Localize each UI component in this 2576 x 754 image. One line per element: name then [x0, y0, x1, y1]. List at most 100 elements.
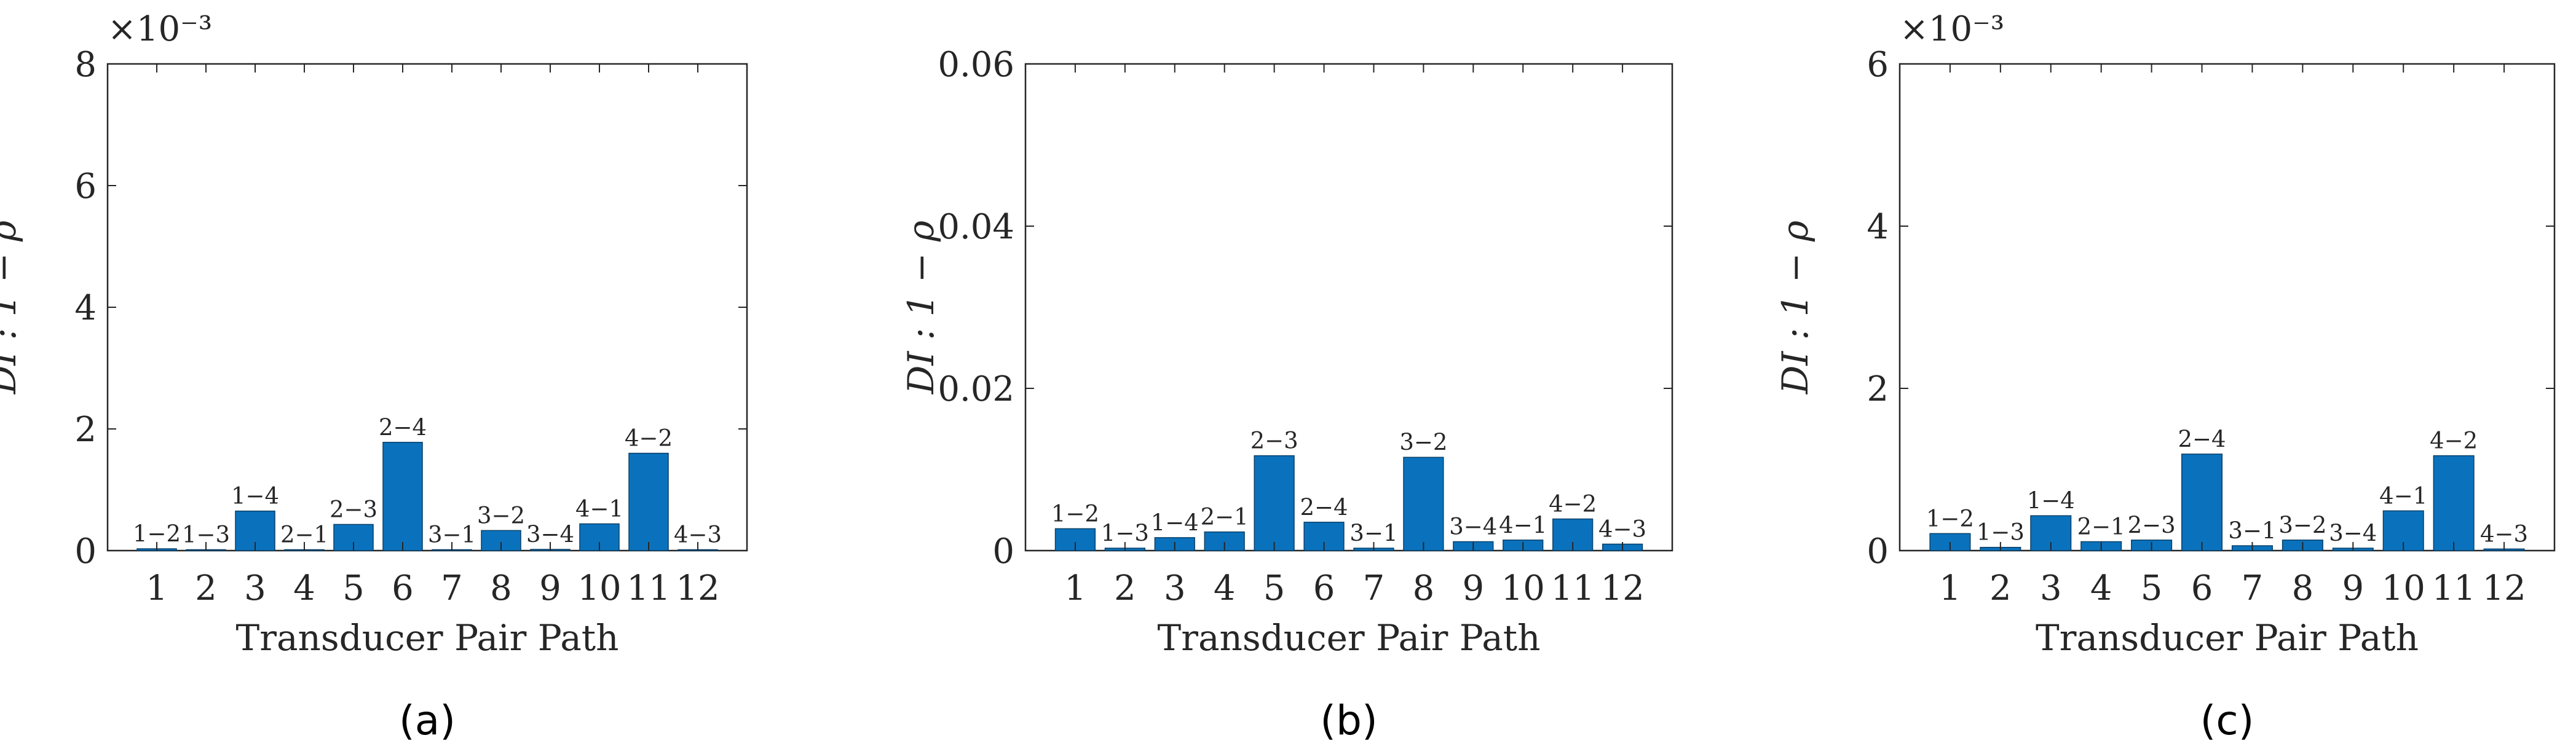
- x-axis-label: Transducer Pair Path: [2036, 617, 2419, 659]
- x-tick-label: 8: [2292, 568, 2314, 608]
- x-tick-label: 10: [2382, 568, 2425, 608]
- x-tick-label: 7: [1363, 568, 1385, 608]
- bar-label: 2−3: [330, 496, 377, 522]
- x-tick-label: 6: [1313, 568, 1335, 608]
- bar-label: 1−4: [1151, 509, 1199, 536]
- bar: [628, 452, 669, 551]
- y-tick-label: 0.06: [938, 45, 1014, 85]
- bar: [2181, 454, 2223, 551]
- y-tick-label: 6: [1867, 45, 1889, 85]
- bar-label: 3−1: [1349, 520, 1397, 546]
- x-axis-label: Transducer Pair Path: [1158, 617, 1541, 659]
- x-tick-label: 2: [1989, 568, 2012, 608]
- y-tick-label: 8: [74, 45, 97, 85]
- y-axis-label: DI : 1 − ρ: [0, 221, 24, 395]
- chart-panel-1: 1−211−321−432−142−352−463−173−283−494−11…: [0, 9, 748, 744]
- axes-box: [1898, 63, 2556, 552]
- x-tick-label: 12: [2482, 568, 2526, 608]
- x-tick-label: 4: [1214, 568, 1236, 608]
- x-tick-label: 10: [577, 568, 621, 608]
- x-tick-label: 11: [626, 568, 670, 608]
- x-tick-label: 1: [1064, 568, 1086, 608]
- x-axis-label: Transducer Pair Path: [236, 617, 619, 659]
- x-tick-label: 10: [1501, 568, 1545, 608]
- bar-label: 3−1: [2228, 517, 2276, 544]
- x-tick-label: 6: [392, 568, 414, 608]
- bar-label: 1−2: [1926, 505, 1974, 532]
- x-tick-label: 9: [1462, 568, 1484, 608]
- x-tick-label: 2: [1114, 568, 1136, 608]
- bar-label: 4−3: [1598, 516, 1646, 542]
- axes-box: [1024, 63, 1673, 552]
- bar-label: 4−2: [625, 425, 673, 452]
- bar-label: 1−4: [2027, 487, 2075, 514]
- bar-label: 2−1: [1201, 504, 1249, 530]
- y-axis-label: DI : 1 − ρ: [1774, 221, 1816, 395]
- y-tick-label: 0: [74, 532, 97, 571]
- bar-label: 3−2: [1399, 429, 1447, 455]
- x-tick-label: 12: [676, 568, 719, 608]
- y-tick-label: 4: [1867, 207, 1889, 247]
- panel-label: (c): [2200, 697, 2254, 744]
- x-tick-label: 5: [1263, 568, 1286, 608]
- bar-label: 4−2: [1549, 491, 1597, 517]
- x-tick-label: 7: [2242, 568, 2264, 608]
- x-tick-label: 3: [2040, 568, 2062, 608]
- bar: [1254, 455, 1295, 551]
- chart-panel-3: 1−2 1 1−3 2 1−4 3 2−1 4 2−3 5 2−4 6 3−1 7 3−2 8 3−4 9 4−1 1…: [1774, 9, 2556, 744]
- bar-label: 2−4: [2178, 426, 2226, 452]
- y-tick-label: 2: [1867, 369, 1889, 409]
- bar-label: 4−1: [575, 495, 623, 522]
- bar-label: 2−4: [379, 414, 427, 441]
- y-tick-label: 4: [74, 288, 97, 328]
- bar: [2433, 455, 2475, 551]
- bar-label: 2−3: [1250, 428, 1298, 454]
- y-tick-label: 6: [74, 167, 97, 206]
- x-tick-label: 1: [146, 568, 168, 608]
- x-tick-label: 5: [2141, 568, 2163, 608]
- bar-label: 3−2: [2278, 512, 2326, 538]
- panel-label: (a): [399, 697, 456, 744]
- bar-label: 4−1: [1499, 512, 1547, 538]
- y-tick-label: 0: [1867, 532, 1889, 571]
- bar: [382, 442, 423, 551]
- x-tick-label: 7: [441, 568, 463, 608]
- bar-label: 4−2: [2430, 428, 2478, 454]
- x-tick-label: 3: [1164, 568, 1186, 608]
- bar-label: 4−1: [2379, 482, 2427, 509]
- x-tick-label: 8: [1413, 568, 1435, 608]
- exponent-label: ×10⁻³: [108, 9, 212, 49]
- x-tick-label: 11: [2432, 568, 2476, 608]
- bar-label: 1−2: [1051, 500, 1099, 527]
- bar-label: 2−1: [2077, 513, 2125, 540]
- bar-label: 1−4: [231, 483, 279, 509]
- x-tick-label: 11: [1551, 568, 1595, 608]
- x-tick-label: 12: [1600, 568, 1644, 608]
- exponent-label: ×10⁻³: [1900, 9, 2004, 49]
- bar-label: 2−4: [1300, 494, 1348, 520]
- x-tick-label: 5: [342, 568, 365, 608]
- x-tick-label: 4: [293, 568, 315, 608]
- bar: [1403, 457, 1444, 551]
- x-tick-label: 6: [2191, 568, 2213, 608]
- x-tick-label: 2: [195, 568, 217, 608]
- y-tick-label: 0: [992, 532, 1014, 571]
- bar-label: 3−4: [2329, 520, 2377, 546]
- chart-panel-2: 1−2 1 1−3 2 1−4 3 2−1 4 2−3 5 2−4 6 3−1 7 3−2 8 3−4 9 4−1 1…: [900, 45, 1673, 744]
- y-axis-label: DI : 1 − ρ: [900, 221, 942, 395]
- x-tick-label: 4: [2090, 568, 2112, 608]
- bar-label: 1−3: [1977, 519, 2025, 546]
- y-tick-label: 2: [74, 410, 97, 450]
- bar-label: 3−4: [1449, 513, 1497, 540]
- bar-label: 2−3: [2128, 512, 2176, 538]
- x-tick-label: 9: [2342, 568, 2364, 608]
- y-tick-label: 0.04: [938, 207, 1014, 247]
- x-tick-label: 8: [490, 568, 512, 608]
- panel-label: (b): [1320, 697, 1377, 744]
- x-tick-label: 3: [244, 568, 266, 608]
- x-tick-label: 1: [1939, 568, 1961, 608]
- bar-label: 1−3: [1101, 520, 1149, 546]
- x-tick-label: 9: [539, 568, 561, 608]
- y-tick-label: 0.02: [938, 369, 1014, 409]
